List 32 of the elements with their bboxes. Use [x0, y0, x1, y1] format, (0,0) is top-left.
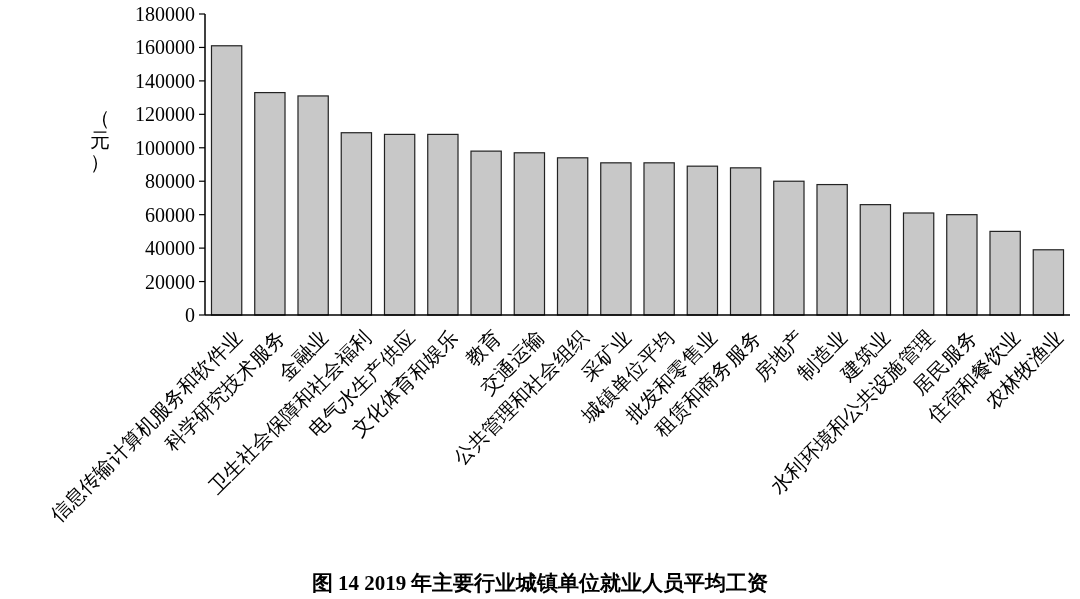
- y-tick-label: 40000: [145, 237, 195, 260]
- bar: [383, 133, 416, 316]
- y-axis-title: （元）: [90, 106, 110, 173]
- y-tick-label: 60000: [145, 203, 195, 226]
- bar: [297, 95, 329, 316]
- bar: [902, 212, 935, 316]
- bar: [470, 150, 502, 316]
- bar: [816, 183, 848, 316]
- y-tick-label: 80000: [145, 170, 195, 193]
- bar: [600, 162, 632, 316]
- bar: [210, 45, 243, 316]
- bar: [427, 133, 459, 316]
- y-tick-label: 160000: [135, 36, 195, 59]
- bar: [254, 91, 286, 316]
- y-tick-label: 0: [185, 304, 195, 326]
- bar: [1032, 249, 1065, 316]
- y-tick-label: 100000: [135, 136, 195, 159]
- y-tick-label: 120000: [135, 103, 195, 126]
- y-tick-label: 140000: [135, 69, 195, 92]
- text: 图 14 2019 年主要行业城镇单位就业人员平均工资: [311, 571, 769, 595]
- bar: [340, 132, 373, 316]
- bar: [686, 165, 719, 316]
- bar: [513, 152, 546, 316]
- y-tick-label: 180000: [135, 3, 195, 25]
- bar: [946, 214, 978, 316]
- bar: [556, 157, 589, 316]
- bar: [773, 180, 805, 316]
- bar: [989, 230, 1021, 316]
- bar: [859, 204, 892, 316]
- y-tick-label: 20000: [145, 270, 195, 293]
- bar: [643, 162, 675, 316]
- bar: [729, 167, 762, 316]
